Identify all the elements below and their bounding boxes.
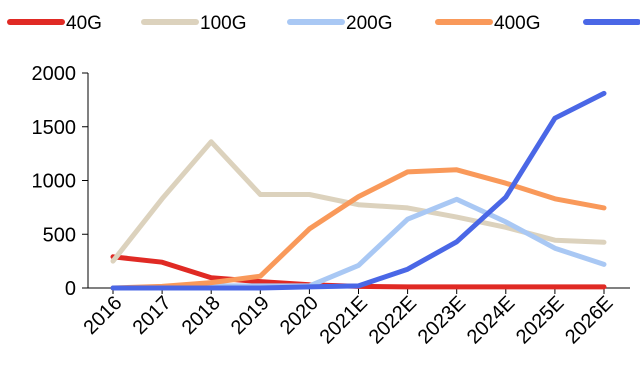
x-tick-label: 2016: [80, 292, 127, 339]
x-tick-label: 2022E: [365, 292, 421, 348]
legend-label-40g: 40G: [66, 13, 102, 34]
x-tick-label: 2026E: [561, 292, 617, 348]
x-tick-label: 2019: [227, 292, 274, 339]
y-tick-label: 500: [43, 224, 76, 246]
y-tick-label: 1000: [32, 171, 77, 193]
series-line-400g: [110, 167, 607, 291]
y-axis: 0 500 1000 1500 2000: [32, 63, 89, 300]
x-tick-label: 2021E: [316, 292, 372, 348]
legend-label-100g: 100G: [200, 13, 246, 34]
y-tick-label: 2000: [32, 63, 77, 85]
x-tick-label: 2024E: [463, 292, 519, 348]
x-axis: 2016 2017 2018 2019 20202021E2022E2023E2024E…: [80, 287, 630, 348]
series-lines: [110, 90, 607, 291]
y-tick-label: 1500: [32, 117, 77, 139]
x-tick-label: 2025E: [512, 292, 568, 348]
legend-label-200g: 200G: [346, 13, 392, 34]
series-line-200g: [110, 196, 607, 291]
x-tick-label: 2018: [178, 292, 225, 339]
legend-label-400g: 400G: [494, 13, 540, 34]
x-tick-label: 2017: [129, 292, 176, 339]
y-tick-label: 0: [65, 278, 76, 300]
x-tick-label: 2023E: [414, 292, 470, 348]
legend: 40G100G200G400G800G: [7, 13, 640, 34]
series-line-800g: [110, 90, 607, 291]
